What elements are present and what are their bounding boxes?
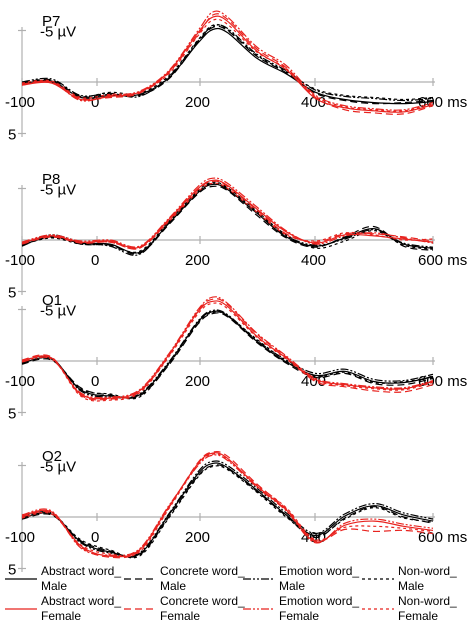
legend-label: Concrete word_ (160, 594, 245, 608)
series-line (21, 464, 434, 558)
x-tick-label: 200 (185, 252, 210, 269)
panel-3: O2-5 µV5-100 0 200 400 600 ms (5, 448, 467, 579)
series-line (21, 180, 434, 250)
series-line (21, 309, 434, 399)
x-tick-label: 600 ms (418, 373, 467, 390)
legend-item: Abstract word_Female (5, 594, 121, 623)
channel-label: O1 (42, 292, 62, 309)
channel-label: P7 (42, 13, 60, 30)
y-tick-label-neg: -5 µV (40, 24, 76, 41)
legend-item: Concrete word_Female (124, 594, 245, 623)
legend-label: Abstract word_ (41, 594, 121, 608)
series-line (21, 460, 434, 557)
series-line (21, 312, 434, 399)
y-tick-label-pos: 5 (8, 562, 16, 579)
series-line (21, 24, 434, 102)
legend-label-sub: Female (41, 609, 81, 623)
series-line (21, 18, 434, 112)
legend-label: Emotion word_ (279, 594, 359, 608)
series-line (21, 298, 434, 401)
y-tick-label-neg: -5 µV (40, 459, 76, 476)
y-tick-label-pos: 5 (8, 406, 16, 423)
x-tick-label: 0 (91, 252, 99, 269)
legend-label-sub: Male (398, 579, 424, 593)
panel-0: P7-5 µV5-100 0 200 400 600 ms (5, 10, 467, 144)
legend-label-sub: Male (41, 579, 67, 593)
y-tick-label-neg: -5 µV (40, 182, 76, 199)
series-line (21, 462, 434, 558)
y-tick-label-pos: 5 (8, 127, 16, 144)
series-line (21, 179, 434, 249)
legend-label-sub: Female (398, 609, 438, 623)
series-line (21, 23, 434, 101)
series-line (21, 310, 434, 399)
series-line (21, 27, 434, 105)
x-tick-label: -100 (5, 94, 35, 111)
legend-label-sub: Female (279, 609, 319, 623)
legend-label-sub: Male (279, 579, 305, 593)
x-tick-label: 200 (185, 373, 210, 390)
series-line (21, 465, 434, 559)
x-tick-label: 400 (301, 252, 326, 269)
legend-item: Emotion word_Female (243, 594, 359, 623)
series-line (21, 182, 434, 256)
series-line (21, 302, 434, 402)
legend-label: Abstract word_ (41, 564, 121, 578)
x-tick-label: 0 (91, 94, 99, 111)
x-tick-label: 600 ms (418, 252, 467, 269)
series-line (21, 300, 434, 400)
x-tick-label: 0 (91, 373, 99, 390)
y-tick-label-pos: 5 (8, 285, 16, 302)
legend-item: Non-word_Male (362, 564, 457, 593)
series-line (21, 296, 434, 399)
series-line (21, 177, 434, 248)
series-line (21, 454, 434, 557)
series-line (21, 311, 434, 400)
legend-label-sub: Female (160, 609, 200, 623)
panel-2: O1-5 µV5-100 0 200 400 600 ms (5, 292, 467, 423)
x-tick-label: 0 (91, 529, 99, 546)
legend-item: Abstract word_Male (5, 564, 121, 593)
legend-label: Non-word_ (398, 564, 457, 578)
series-line (21, 452, 434, 558)
x-tick-label: 200 (185, 529, 210, 546)
channel-label: P8 (42, 171, 60, 188)
x-tick-label: -100 (5, 252, 35, 269)
series-line (21, 453, 434, 557)
legend-label: Emotion word_ (279, 564, 359, 578)
legend-item: Emotion word_Male (243, 564, 359, 593)
x-tick-label: 600 ms (418, 529, 467, 546)
legend-label: Non-word_ (398, 594, 457, 608)
x-tick-label: -100 (5, 529, 35, 546)
legend-label: Concrete word_ (160, 564, 245, 578)
series-line (21, 10, 434, 111)
series-line (21, 182, 434, 250)
y-tick-label-neg: -5 µV (40, 303, 76, 320)
series-line (21, 25, 434, 105)
channel-label: O2 (42, 448, 62, 465)
legend-item: Concrete word_Male (124, 564, 245, 593)
panel-1: P8-5 µV 5 -100 0 200 400 600 ms (5, 171, 467, 302)
x-tick-label: 200 (185, 94, 210, 111)
x-tick-label: -100 (5, 373, 35, 390)
legend-label-sub: Male (160, 579, 186, 593)
legend-item: Non-word_Female (362, 594, 457, 623)
